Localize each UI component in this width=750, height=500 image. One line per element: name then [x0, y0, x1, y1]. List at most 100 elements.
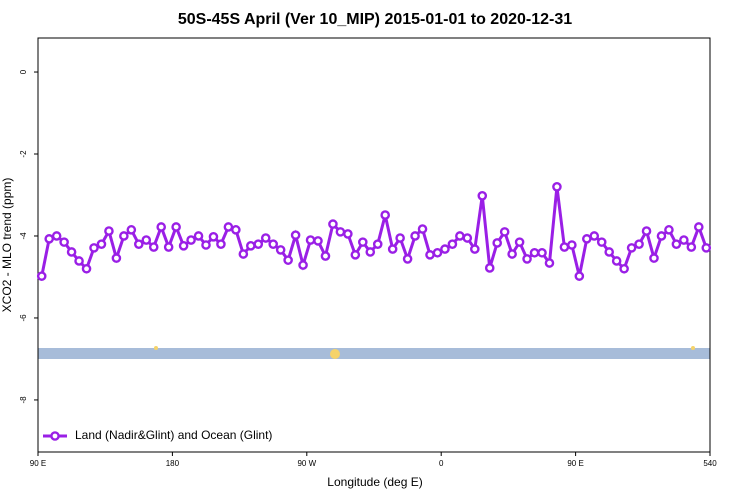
- data-point: [626, 243, 637, 253]
- data-point: [36, 271, 47, 281]
- data-point: [201, 240, 211, 250]
- data-point: [477, 191, 488, 201]
- data-point: [335, 227, 346, 237]
- data-point: [126, 225, 137, 235]
- x-tick-label: 90 E: [567, 459, 583, 468]
- data-point: [193, 231, 204, 241]
- y-tick-label: -8: [19, 396, 28, 404]
- data-point: [365, 247, 376, 257]
- data-point: [507, 249, 517, 259]
- x-tick-label: 180: [166, 459, 180, 468]
- data-point: [290, 230, 301, 240]
- data-point: [417, 224, 428, 234]
- data-point: [223, 222, 234, 232]
- data-point: [66, 247, 77, 257]
- y-tick-label: 0: [19, 69, 28, 74]
- x-tick-label: 0: [439, 459, 444, 468]
- data-point: [522, 254, 532, 264]
- y-tick-label: -4: [19, 232, 28, 240]
- data-point: [432, 247, 443, 258]
- y-tick-label: -2: [19, 150, 28, 158]
- data-point: [216, 239, 226, 249]
- data-point: [208, 232, 219, 242]
- data-point: [611, 256, 622, 266]
- series-line: [40, 186, 708, 277]
- data-point: [649, 253, 659, 263]
- legend-marker: [50, 431, 60, 441]
- data-point: [529, 247, 540, 258]
- data-point: [275, 245, 286, 255]
- data-point: [559, 242, 570, 252]
- data-point: [89, 243, 99, 253]
- data-point: [514, 237, 525, 247]
- x-tick-label: 540: [703, 459, 717, 468]
- data-point: [186, 235, 196, 245]
- data-point: [656, 231, 667, 241]
- data-point: [238, 249, 249, 259]
- data-point: [156, 222, 166, 232]
- data-point: [372, 239, 383, 249]
- data-point: [111, 253, 122, 263]
- data-point: [328, 219, 338, 229]
- data-point: [231, 225, 241, 235]
- data-point: [245, 241, 256, 251]
- data-point: [582, 234, 592, 244]
- data-point: [298, 260, 308, 270]
- data-point: [305, 235, 316, 245]
- data-point: [567, 240, 577, 250]
- data-point: [133, 239, 144, 249]
- data-point: [469, 244, 480, 254]
- y-axis-label: XCO2 - MLO trend (ppm): [0, 178, 14, 313]
- data-point: [455, 231, 465, 241]
- data-point: [537, 247, 547, 258]
- data-point: [268, 239, 279, 249]
- data-point: [387, 244, 398, 254]
- data-point: [51, 231, 62, 241]
- data-point: [357, 237, 368, 247]
- data-point: [402, 254, 413, 264]
- data-point: [141, 235, 152, 245]
- data-point: [694, 222, 704, 232]
- data-point: [320, 251, 331, 261]
- data-point: [589, 231, 600, 241]
- data-point: [148, 242, 159, 252]
- legend-label: Land (Nadir&Glint) and Ocean (Glint): [75, 428, 272, 442]
- data-point: [119, 231, 129, 241]
- data-point: [462, 233, 473, 243]
- data-point: [343, 229, 353, 239]
- data-point: [425, 250, 435, 260]
- data-point: [283, 255, 293, 265]
- data-point: [604, 247, 615, 257]
- data-point: [260, 233, 271, 243]
- data-point: [499, 227, 510, 237]
- data-point: [410, 231, 420, 241]
- data-point: [44, 234, 55, 244]
- glint-dot: [330, 349, 340, 359]
- data-point: [447, 239, 458, 249]
- data-point: [574, 271, 585, 281]
- y-tick-label: -6: [19, 314, 28, 322]
- x-tick-label: 90 W: [297, 459, 316, 468]
- glint-dot: [691, 346, 695, 350]
- data-point: [81, 263, 92, 274]
- data-point: [171, 222, 181, 232]
- chart-title: 50S-45S April (Ver 10_MIP) 2015-01-01 to…: [178, 11, 572, 28]
- data-point: [104, 226, 114, 236]
- data-point: [96, 239, 107, 249]
- data-point: [671, 239, 682, 249]
- data-point: [664, 225, 674, 235]
- data-point: [596, 237, 607, 247]
- data-point: [440, 244, 450, 254]
- x-tick-label: 90 E: [30, 459, 46, 468]
- data-point: [350, 250, 361, 260]
- data-point: [395, 233, 405, 243]
- data-point: [313, 236, 323, 246]
- data-point: [634, 239, 644, 249]
- ocean-band: [38, 348, 710, 359]
- data-point: [679, 235, 689, 245]
- data-point: [253, 239, 264, 249]
- glint-dot: [154, 346, 158, 350]
- data-point: [619, 263, 629, 274]
- data-point: [163, 242, 174, 252]
